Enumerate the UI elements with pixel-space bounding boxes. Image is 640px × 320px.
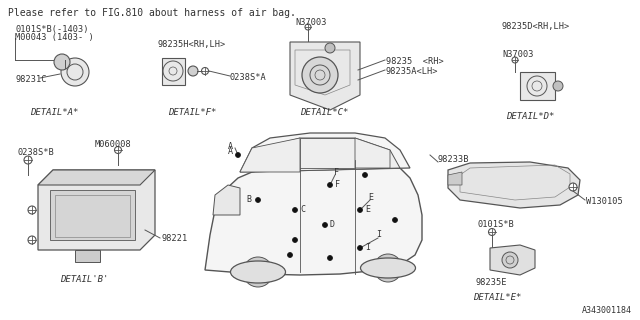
- Circle shape: [323, 222, 328, 228]
- Text: DETAIL'B': DETAIL'B': [60, 275, 108, 284]
- Circle shape: [362, 172, 367, 178]
- Circle shape: [28, 236, 36, 244]
- Circle shape: [243, 257, 273, 287]
- Polygon shape: [355, 138, 390, 168]
- Circle shape: [488, 228, 495, 236]
- Circle shape: [374, 254, 402, 282]
- Text: I: I: [365, 243, 370, 252]
- Polygon shape: [75, 250, 100, 262]
- Text: W130105: W130105: [586, 197, 623, 206]
- Circle shape: [202, 68, 209, 75]
- Text: 0101S*B(-1403): 0101S*B(-1403): [15, 25, 88, 34]
- Circle shape: [328, 182, 333, 188]
- Circle shape: [328, 255, 333, 260]
- Circle shape: [292, 207, 298, 212]
- Circle shape: [302, 57, 338, 93]
- Text: A: A: [228, 147, 233, 156]
- Circle shape: [287, 252, 292, 258]
- Circle shape: [325, 43, 335, 53]
- Circle shape: [502, 252, 518, 268]
- Text: DETAIL*C*: DETAIL*C*: [300, 108, 348, 117]
- Text: M060008: M060008: [95, 140, 132, 149]
- Ellipse shape: [360, 258, 415, 278]
- Text: 98221: 98221: [161, 234, 188, 243]
- Text: C: C: [300, 205, 305, 214]
- Polygon shape: [448, 162, 580, 208]
- Polygon shape: [448, 172, 462, 185]
- Text: A343001184: A343001184: [582, 306, 632, 315]
- Text: Please refer to FIG.810 about harness of air bag.: Please refer to FIG.810 about harness of…: [8, 8, 296, 18]
- Text: 98235H<RH,LH>: 98235H<RH,LH>: [157, 40, 225, 49]
- Polygon shape: [520, 72, 555, 100]
- Circle shape: [24, 156, 32, 164]
- Text: 98235E: 98235E: [475, 278, 506, 287]
- Circle shape: [61, 58, 89, 86]
- Text: DETAIL*E*: DETAIL*E*: [473, 293, 522, 302]
- Bar: [50, 190, 135, 240]
- Ellipse shape: [230, 261, 285, 283]
- Circle shape: [54, 54, 70, 70]
- Circle shape: [115, 147, 122, 154]
- Text: 98235A<LH>: 98235A<LH>: [386, 67, 438, 76]
- Polygon shape: [252, 138, 400, 172]
- Text: 0238S*B: 0238S*B: [18, 148, 55, 157]
- Polygon shape: [290, 42, 360, 110]
- Polygon shape: [213, 185, 240, 215]
- Polygon shape: [38, 170, 155, 250]
- Text: A: A: [228, 142, 233, 151]
- Text: F: F: [334, 168, 339, 177]
- Text: 98235D<RH,LH>: 98235D<RH,LH>: [502, 22, 570, 31]
- Text: F: F: [335, 180, 340, 189]
- Circle shape: [358, 245, 362, 251]
- Text: E: E: [365, 205, 370, 214]
- Circle shape: [512, 57, 518, 63]
- Polygon shape: [490, 245, 535, 275]
- Text: D: D: [330, 220, 335, 229]
- Text: E: E: [368, 193, 373, 202]
- Bar: [55, 195, 130, 237]
- Text: 98233B: 98233B: [438, 155, 470, 164]
- Text: DETAIL*F*: DETAIL*F*: [168, 108, 216, 117]
- Text: B: B: [246, 195, 251, 204]
- Circle shape: [358, 207, 362, 212]
- Polygon shape: [38, 170, 155, 185]
- Text: M00043 (1403- ): M00043 (1403- ): [15, 33, 93, 42]
- Text: I: I: [376, 230, 381, 239]
- Text: N37003: N37003: [502, 50, 534, 59]
- Text: DETAIL*D*: DETAIL*D*: [506, 112, 554, 121]
- Circle shape: [236, 153, 241, 157]
- Circle shape: [392, 218, 397, 222]
- Polygon shape: [300, 138, 355, 168]
- Circle shape: [28, 206, 36, 214]
- Circle shape: [553, 81, 563, 91]
- Text: 98231C: 98231C: [16, 75, 47, 84]
- Text: 98235  <RH>: 98235 <RH>: [386, 57, 444, 66]
- Polygon shape: [240, 138, 300, 172]
- Circle shape: [569, 183, 577, 191]
- Circle shape: [292, 237, 298, 243]
- Text: 0238S*A: 0238S*A: [230, 73, 267, 82]
- Polygon shape: [162, 58, 185, 85]
- Circle shape: [305, 24, 311, 30]
- Text: 0101S*B: 0101S*B: [478, 220, 515, 229]
- Polygon shape: [240, 133, 410, 172]
- Text: DETAIL*A*: DETAIL*A*: [30, 108, 78, 117]
- Text: N37003: N37003: [295, 18, 326, 27]
- Circle shape: [255, 197, 260, 203]
- Circle shape: [188, 66, 198, 76]
- Polygon shape: [205, 160, 422, 275]
